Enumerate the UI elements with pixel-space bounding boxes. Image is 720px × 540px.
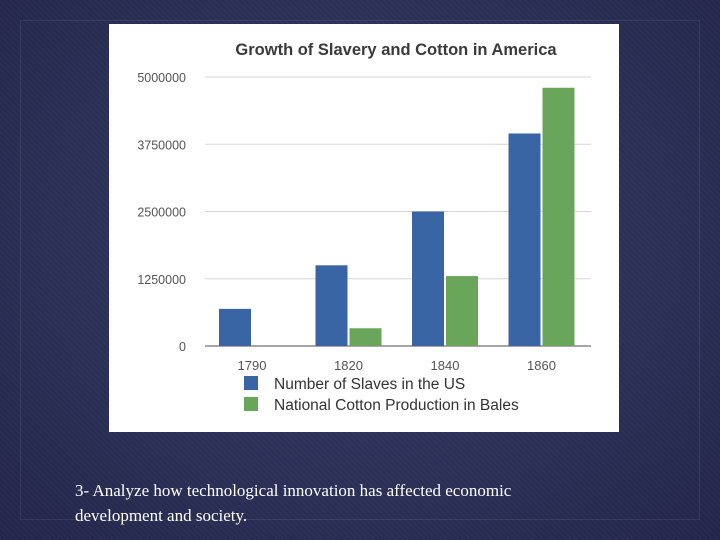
slide-caption: 3- Analyze how technological innovation …: [75, 478, 675, 528]
bar-slaves-1820: [315, 265, 348, 346]
chart-panel: Growth of Slavery and Cotton in America …: [109, 24, 619, 432]
bar-cotton-1860: [542, 87, 575, 346]
y-tick-label: 0: [179, 340, 186, 354]
caption-line-1: 3- Analyze how technological innovation …: [75, 481, 512, 500]
bar-chart: Growth of Slavery and Cotton in America …: [137, 41, 591, 414]
x-tick-label: 1860: [527, 358, 556, 373]
bar-slaves-1840: [412, 211, 444, 346]
legend-label: National Cotton Production in Bales: [274, 397, 519, 414]
bar-cotton-1840: [446, 276, 478, 346]
bar-slaves-1860: [508, 133, 541, 346]
y-tick-label: 1250000: [137, 273, 186, 287]
caption-line-2: development and society.: [75, 506, 248, 525]
bar-cotton-1820: [349, 328, 382, 346]
slide-frame: [20, 20, 700, 520]
x-tick-label: 1820: [334, 358, 363, 373]
bar-slaves-1790: [219, 308, 251, 346]
x-tick-label: 1840: [431, 358, 460, 373]
legend-swatch: [244, 376, 258, 390]
y-tick-label: 3750000: [137, 138, 186, 152]
chart-title: Growth of Slavery and Cotton in America: [235, 41, 557, 59]
y-tick-label: 2500000: [137, 206, 186, 220]
x-tick-label: 1790: [238, 358, 267, 373]
y-tick-label: 5000000: [137, 71, 186, 85]
legend-swatch: [244, 397, 258, 411]
legend-label: Number of Slaves in the US: [274, 376, 465, 393]
